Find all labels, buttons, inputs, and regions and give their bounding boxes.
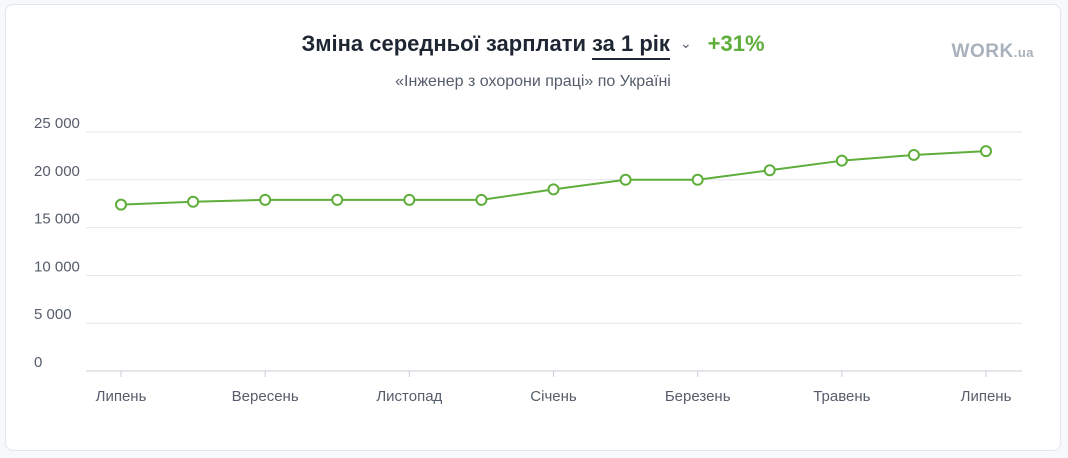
grid-lines: [86, 131, 1022, 372]
series-line: [120, 150, 987, 206]
chart-subtitle: «Інженер з охорони праці» по Україні: [395, 73, 671, 90]
logo-suffix: .ua: [1013, 45, 1034, 60]
data-point: [403, 193, 416, 206]
y-tick-label: 10 000: [34, 258, 80, 275]
period-selector[interactable]: за 1 рік: [592, 31, 670, 60]
x-tick-label: Листопад: [376, 388, 442, 405]
data-point: [691, 173, 704, 186]
x-tick-label: Березень: [665, 388, 731, 405]
series-polyline: [120, 150, 987, 206]
data-point: [115, 198, 127, 211]
data-point: [907, 148, 920, 161]
x-tick-label: Вересень: [232, 388, 299, 405]
chart-header: Зміна середньої зарплати за 1 рік ⌄ +31%: [6, 31, 1060, 63]
chevron-down-icon[interactable]: ⌄: [679, 35, 692, 51]
salary-change-badge: +31%: [707, 31, 765, 56]
data-point: [835, 154, 848, 167]
y-tick-label: 0: [34, 354, 42, 371]
y-tick-label: 20 000: [34, 163, 80, 180]
x-tick-label: Липень: [96, 388, 147, 405]
data-point: [763, 164, 776, 177]
x-axis-labels: Липень Вересень Листопад Січень Березень Трав…: [96, 371, 1012, 405]
page-title: Зміна середньої зарплати: [301, 31, 587, 56]
x-tick-label: Січень: [530, 388, 577, 405]
series-points: [115, 145, 992, 211]
y-axis-labels: 0 5 000 10 000 15 000 20 000 25 000: [34, 115, 80, 371]
data-point: [619, 173, 632, 186]
y-tick-label: 25 000: [34, 115, 80, 132]
data-point: [980, 145, 992, 158]
y-tick-label: 15 000: [34, 211, 80, 228]
work-ua-logo[interactable]: WORK.ua: [952, 41, 1034, 63]
x-tick-label: Липень: [961, 388, 1012, 405]
logo-text: WORK: [951, 41, 1014, 62]
y-tick-label: 5 000: [34, 306, 72, 323]
data-point: [331, 193, 344, 206]
x-tick-label: Травень: [813, 388, 870, 405]
data-point: [187, 195, 200, 208]
data-point: [259, 193, 272, 206]
data-point: [475, 193, 488, 206]
data-point: [547, 183, 560, 196]
